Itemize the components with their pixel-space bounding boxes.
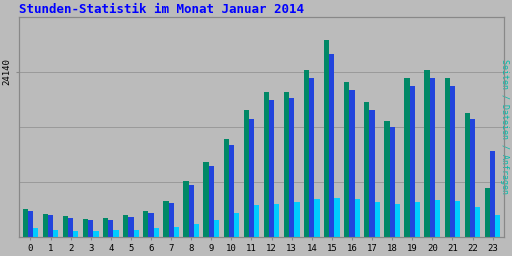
Bar [214, 219, 219, 237]
Bar [390, 127, 395, 237]
Bar [203, 162, 209, 237]
Bar [264, 92, 269, 237]
Bar [309, 78, 314, 237]
Bar [83, 219, 88, 237]
Y-axis label: Seiten / Dateien / Anfragen: Seiten / Dateien / Anfragen [500, 59, 509, 194]
Bar [23, 209, 28, 237]
Bar [148, 213, 154, 237]
Bar [234, 213, 239, 237]
Bar [490, 151, 495, 237]
Bar [28, 210, 33, 237]
Bar [93, 231, 99, 237]
Bar [375, 202, 380, 237]
Bar [229, 145, 234, 237]
Bar [465, 113, 470, 237]
Bar [244, 111, 249, 237]
Bar [485, 188, 490, 237]
Bar [304, 70, 309, 237]
Bar [134, 230, 139, 237]
Bar [430, 78, 435, 237]
Bar [355, 199, 360, 237]
Text: Stunden-Statistik im Monat Januar 2014: Stunden-Statistik im Monat Januar 2014 [19, 3, 305, 16]
Bar [48, 216, 53, 237]
Bar [63, 216, 68, 237]
Bar [68, 218, 73, 237]
Bar [284, 92, 289, 237]
Bar [123, 216, 129, 237]
Bar [174, 227, 179, 237]
Bar [415, 202, 420, 237]
Bar [168, 203, 174, 237]
Bar [163, 201, 168, 237]
Bar [254, 205, 260, 237]
Bar [269, 100, 274, 237]
Bar [129, 217, 134, 237]
Bar [209, 166, 214, 237]
Bar [364, 102, 370, 237]
Bar [42, 214, 48, 237]
Bar [249, 119, 254, 237]
Bar [188, 185, 194, 237]
Bar [294, 202, 300, 237]
Bar [395, 204, 400, 237]
Bar [435, 200, 440, 237]
Bar [349, 90, 355, 237]
Bar [344, 82, 349, 237]
Bar [385, 121, 390, 237]
Bar [108, 219, 114, 237]
Bar [103, 218, 108, 237]
Bar [495, 215, 500, 237]
Bar [224, 139, 229, 237]
Bar [324, 40, 329, 237]
Bar [334, 198, 339, 237]
Bar [154, 228, 159, 237]
Bar [455, 201, 460, 237]
Bar [404, 78, 410, 237]
Bar [410, 86, 415, 237]
Bar [194, 223, 199, 237]
Bar [370, 111, 375, 237]
Bar [33, 228, 38, 237]
Bar [53, 230, 58, 237]
Bar [329, 54, 334, 237]
Bar [470, 119, 475, 237]
Bar [88, 220, 93, 237]
Bar [274, 204, 280, 237]
Bar [450, 86, 455, 237]
Bar [424, 70, 430, 237]
Bar [73, 231, 78, 237]
Bar [114, 230, 119, 237]
Bar [444, 78, 450, 237]
Bar [289, 98, 294, 237]
Bar [143, 211, 148, 237]
Bar [314, 199, 319, 237]
Bar [475, 207, 480, 237]
Bar [183, 181, 188, 237]
